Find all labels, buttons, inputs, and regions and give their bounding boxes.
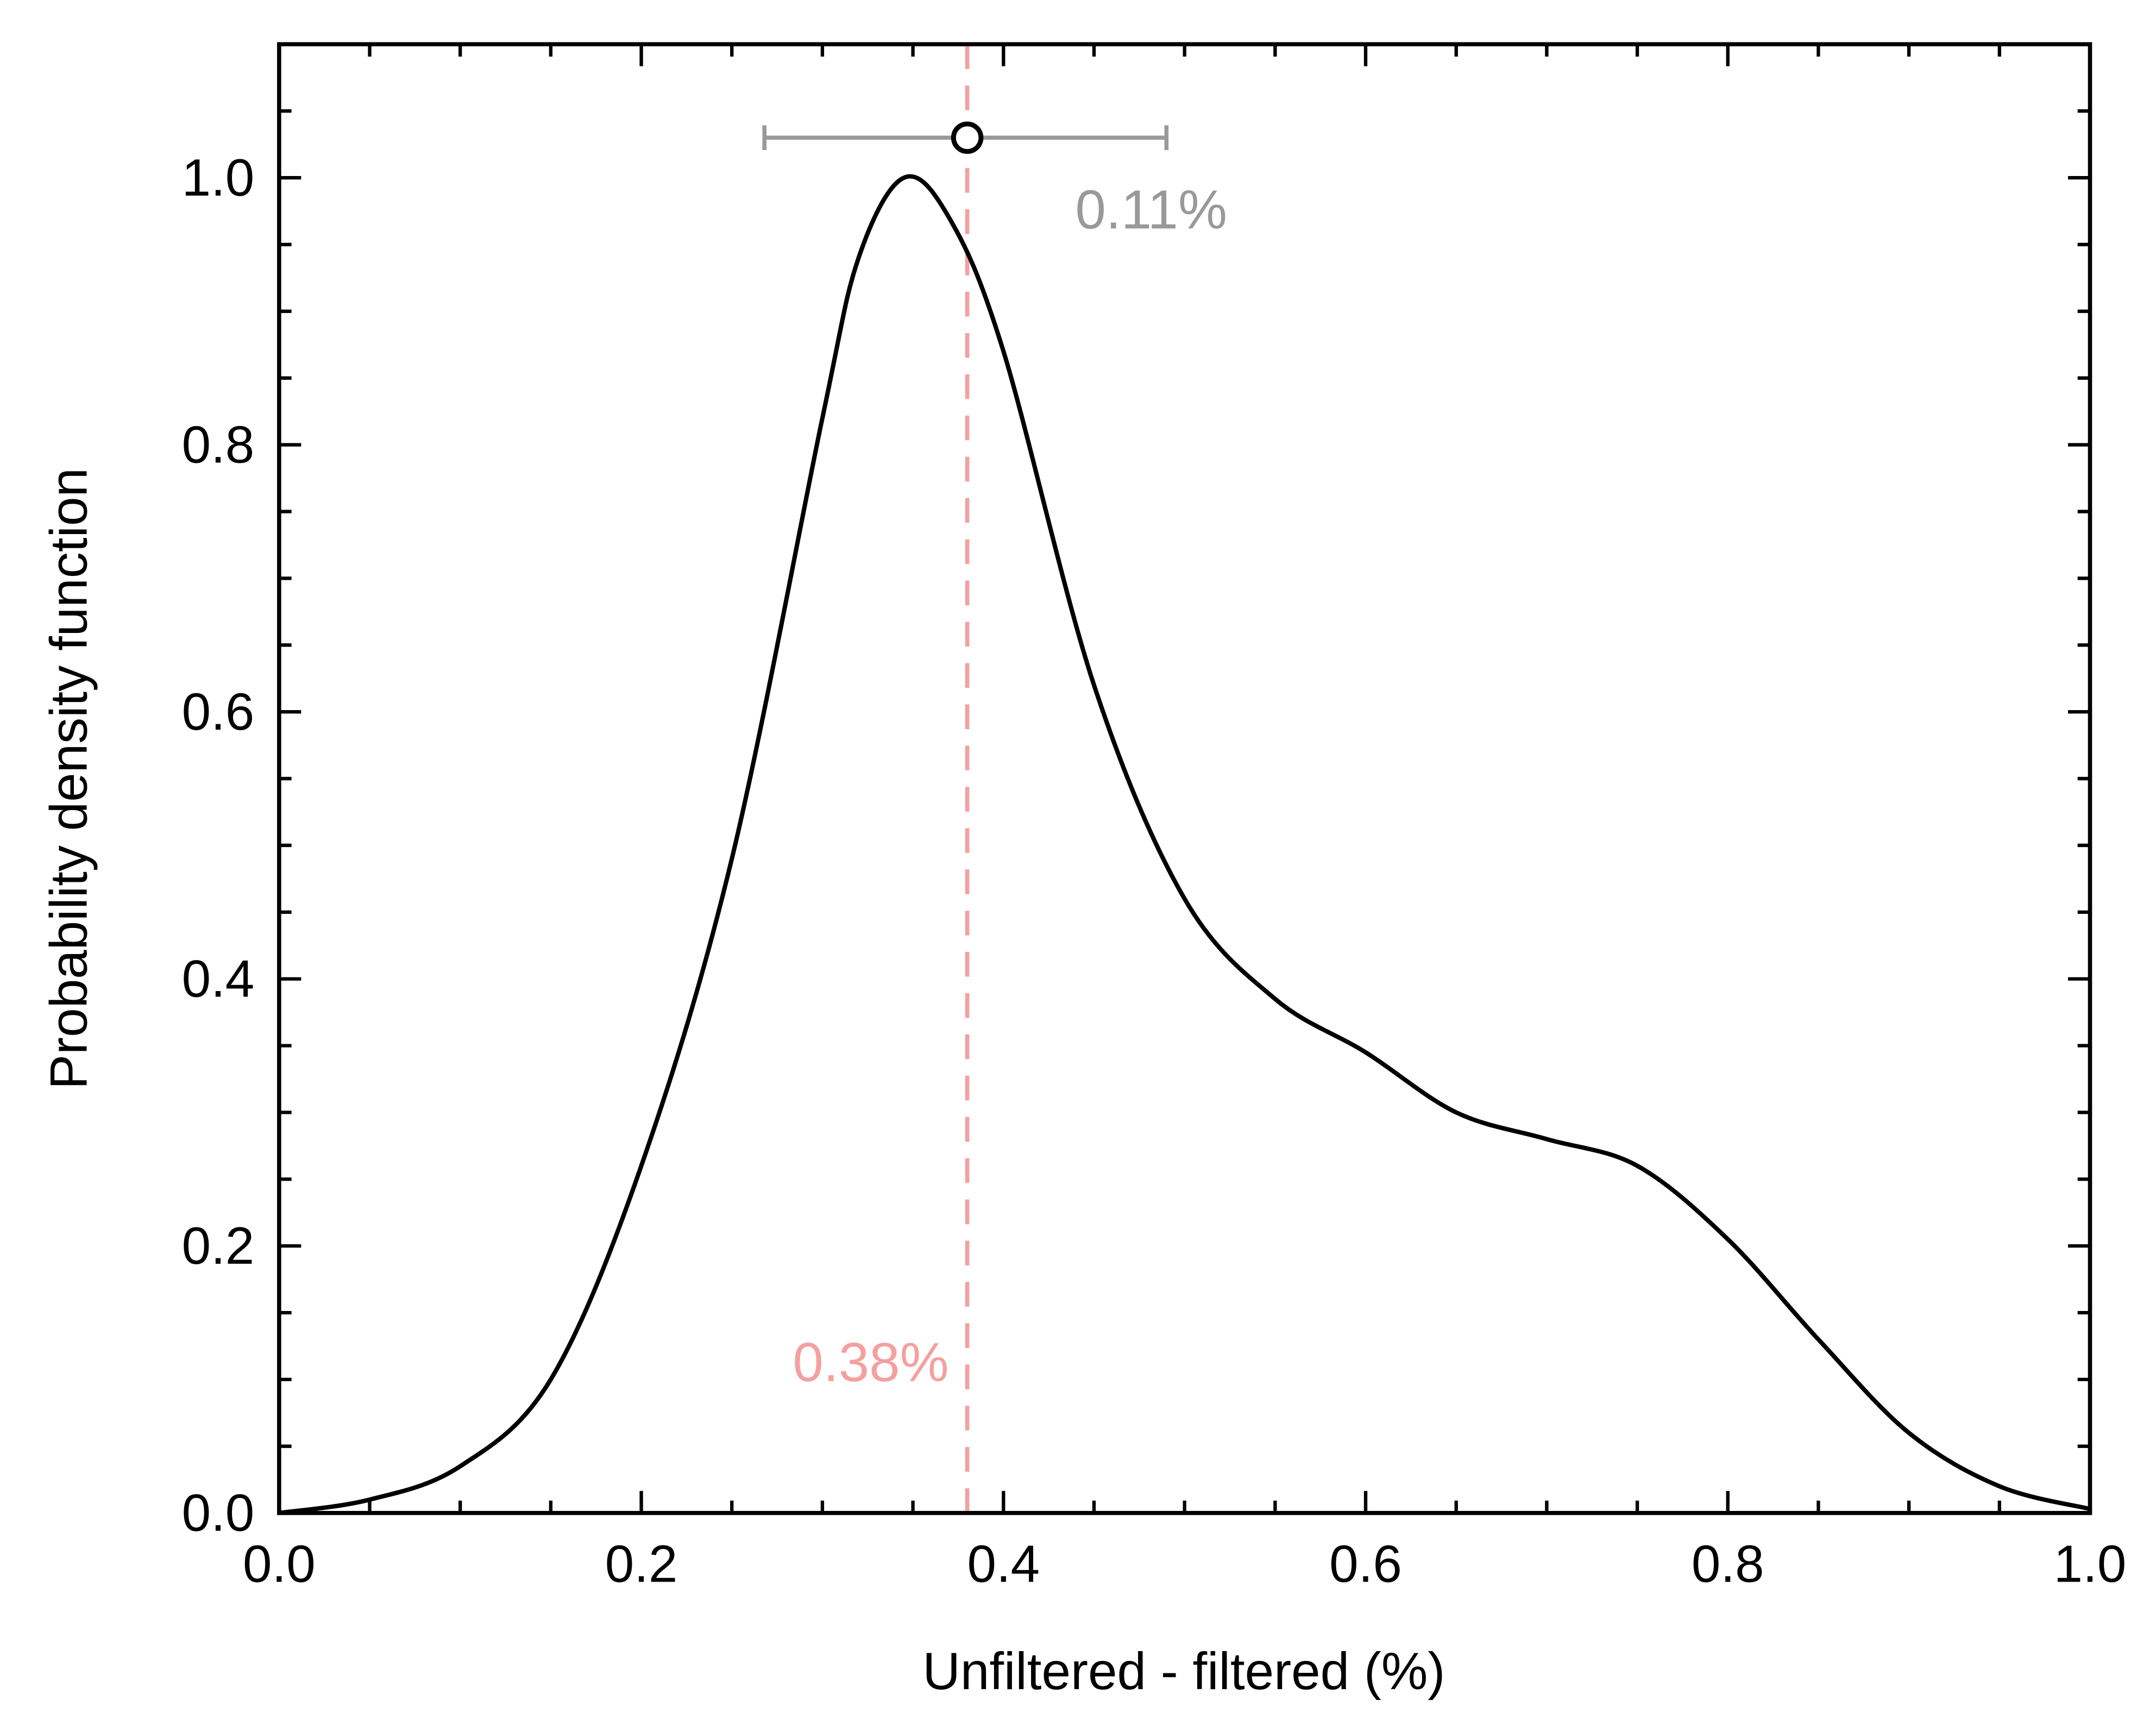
x-tick-label: 1.0 <box>2054 1535 2127 1593</box>
x-axis-label: Unfiltered - filtered (%) <box>922 1642 1445 1701</box>
x-tick-label: 0.4 <box>967 1535 1040 1593</box>
x-tick-label: 0.8 <box>1692 1535 1764 1593</box>
x-tick-label: 0.2 <box>605 1535 678 1593</box>
y-tick-label: 0.6 <box>182 683 255 741</box>
y-tick-label: 0.8 <box>182 416 255 474</box>
y-tick-label: 0.0 <box>182 1484 255 1542</box>
errorbar-label: 0.11% <box>1075 179 1227 241</box>
x-tick-label: 0.0 <box>243 1535 316 1593</box>
plot-frame <box>277 42 2092 1515</box>
y-tick-label: 1.0 <box>182 149 255 207</box>
y-axis-label: Probability density function <box>40 468 98 1089</box>
errorbar-marker <box>951 121 984 154</box>
x-tick-label: 0.6 <box>1329 1535 1402 1593</box>
vline-label: 0.38% <box>793 1332 948 1393</box>
pdf-curve <box>279 174 2091 1515</box>
y-tick-label: 0.2 <box>182 1217 255 1275</box>
y-tick-label: 0.4 <box>182 950 255 1008</box>
